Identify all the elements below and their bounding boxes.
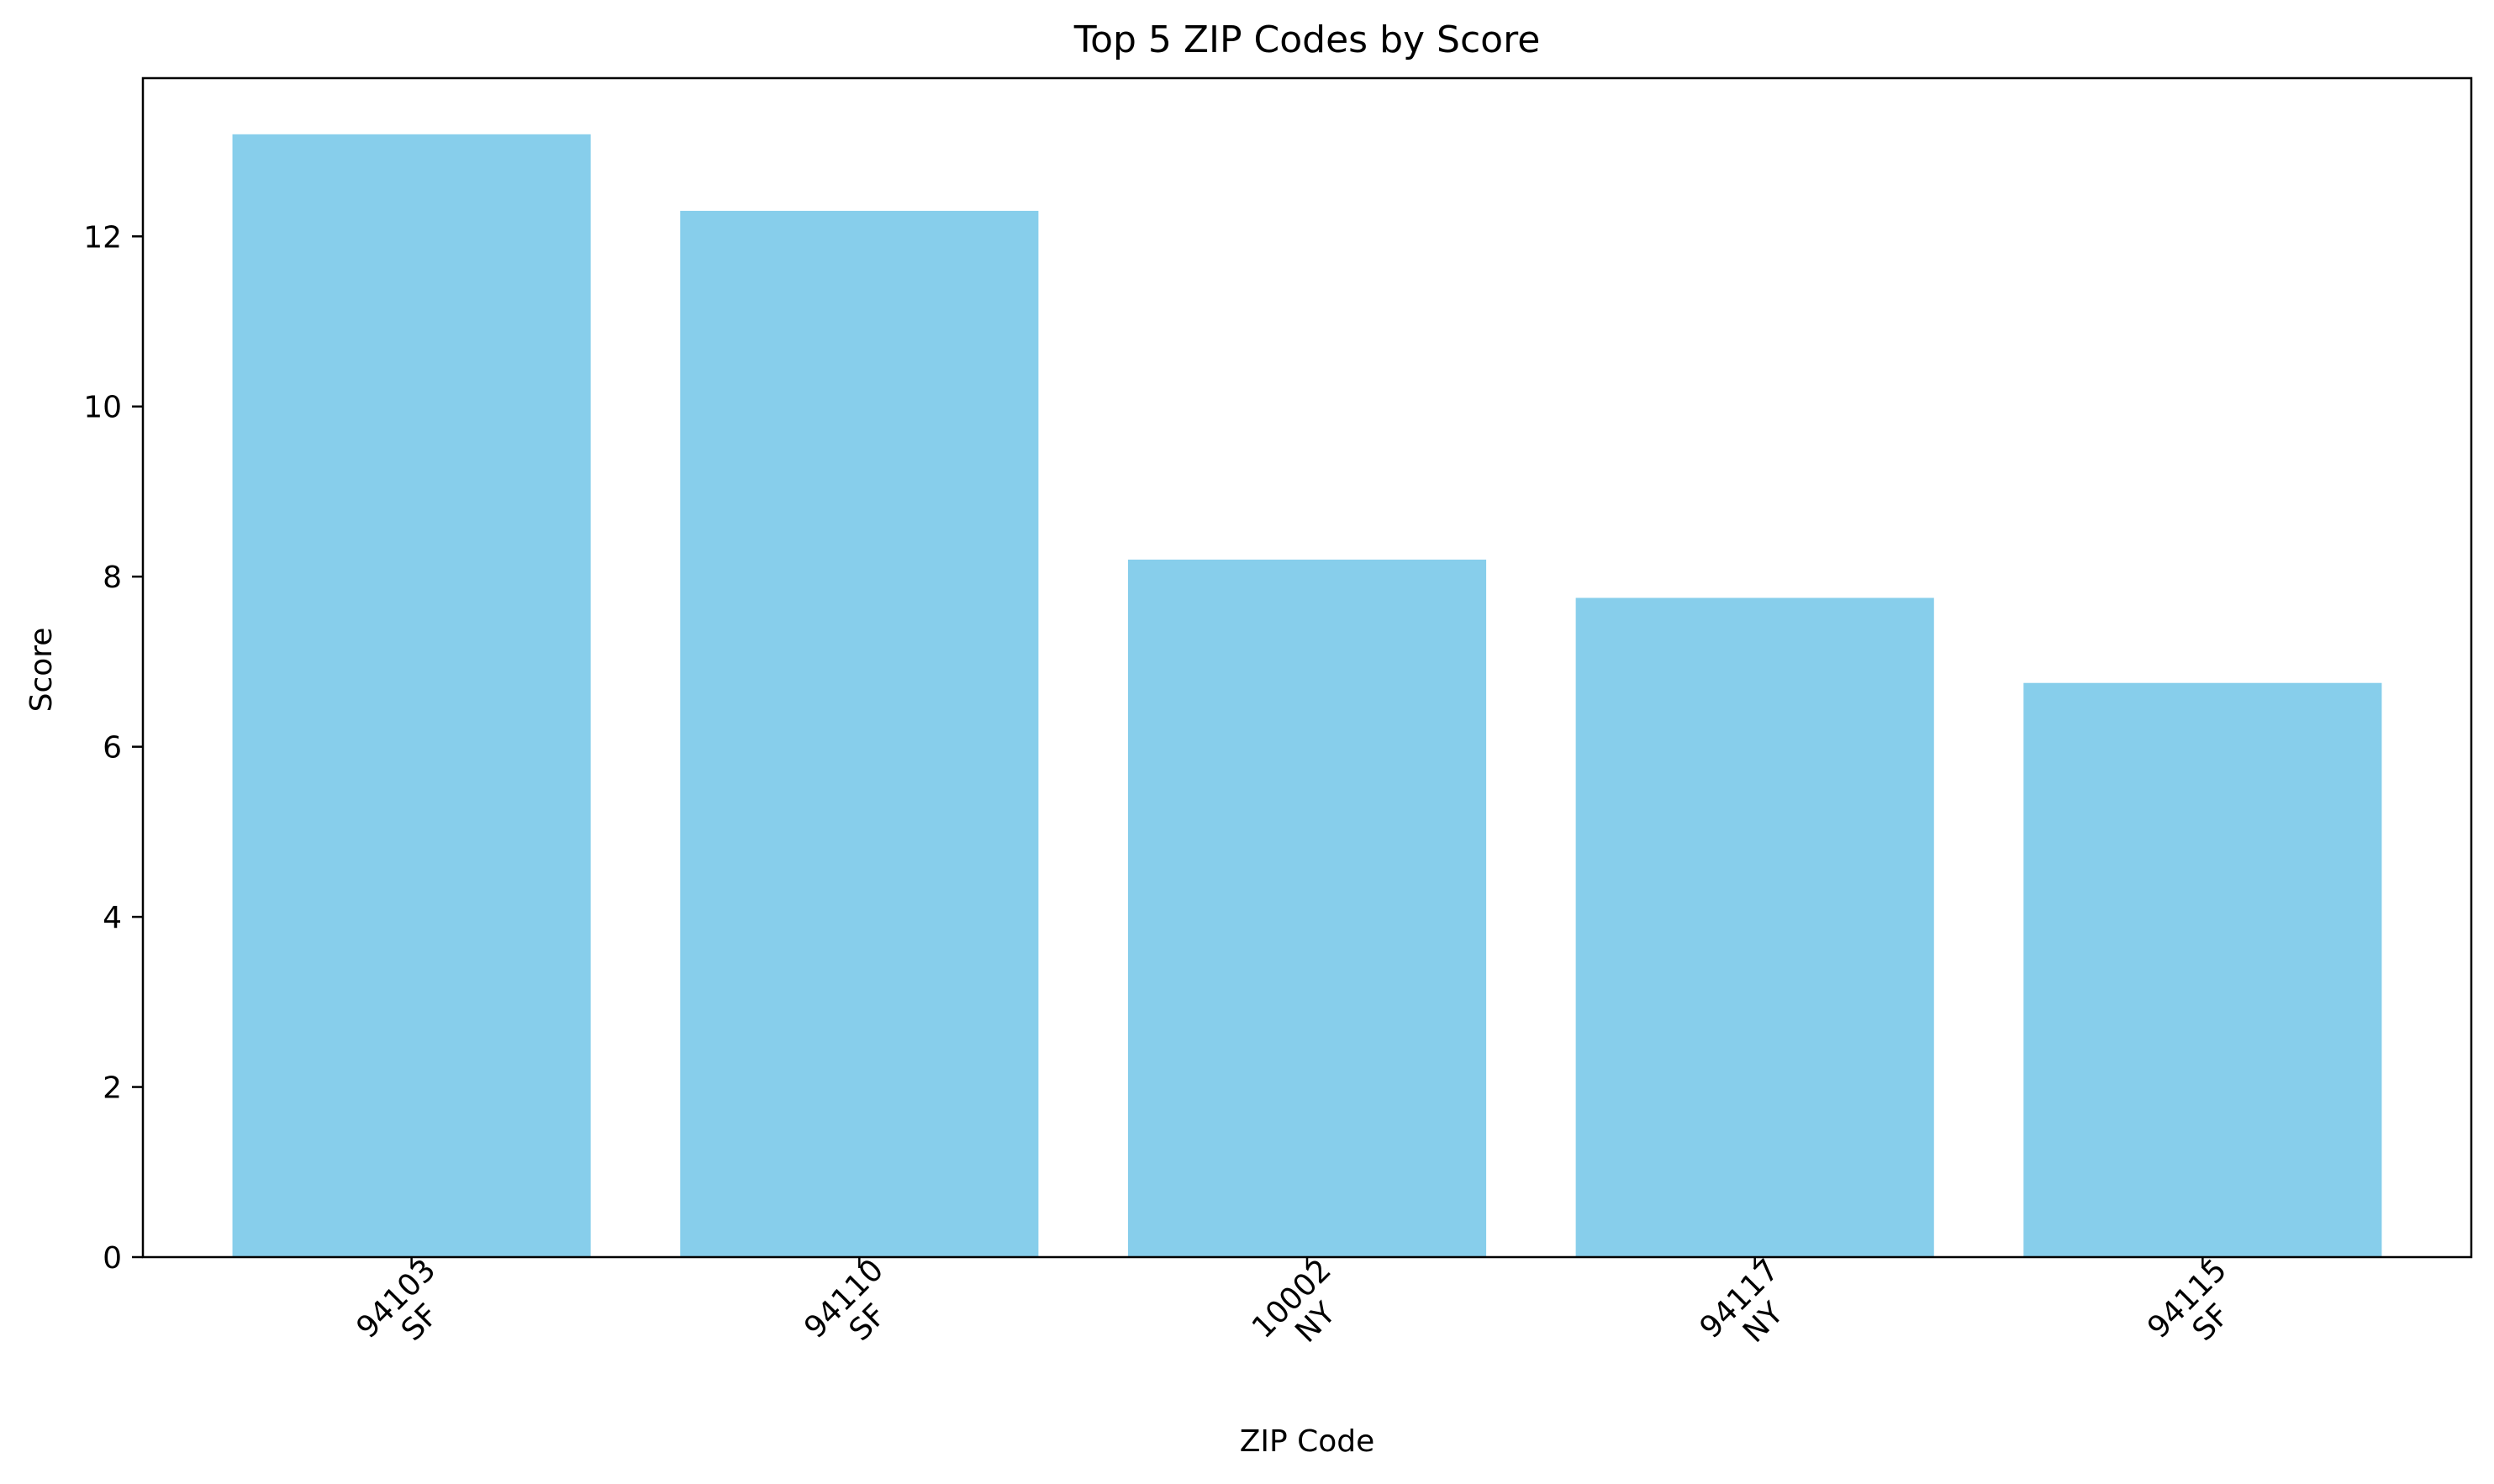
bar-94115 bbox=[2023, 682, 2382, 1257]
bar-94110 bbox=[680, 210, 1039, 1257]
bar-94103 bbox=[232, 134, 591, 1257]
y-tick-label: 10 bbox=[83, 391, 122, 425]
x-tick-label: 94117NY bbox=[1694, 1253, 1810, 1369]
bars-layer bbox=[232, 134, 2382, 1257]
y-tick-label: 4 bbox=[103, 901, 122, 935]
plot-area-frame bbox=[141, 76, 2473, 1259]
y-tick-label: 2 bbox=[103, 1071, 122, 1106]
svg-text:94110SF: 94110SF bbox=[798, 1253, 914, 1369]
y-tick-label: 0 bbox=[103, 1241, 122, 1276]
svg-text:94103SF: 94103SF bbox=[350, 1253, 466, 1369]
x-tick-label: 94115SF bbox=[2141, 1253, 2257, 1369]
bar-10002 bbox=[1127, 559, 1487, 1257]
y-tick-label: 6 bbox=[103, 731, 122, 766]
chart-title: Top 5 ZIP Codes by Score bbox=[1073, 18, 1541, 61]
x-tick-label: 94103SF bbox=[350, 1253, 466, 1369]
y-tick-label: 12 bbox=[83, 220, 122, 255]
svg-text:10002NY: 10002NY bbox=[1246, 1253, 1362, 1369]
x-axis-label: ZIP Code bbox=[1240, 1424, 1375, 1459]
bar-94117 bbox=[1575, 597, 1934, 1257]
x-tick-label: 94110SF bbox=[798, 1253, 914, 1369]
x-tick-label: 10002NY bbox=[1246, 1253, 1362, 1369]
x-axis-ticks: 94103SF 94110SF 10002NY 94117NY 94115SF bbox=[350, 1253, 2257, 1369]
svg-text:94117NY: 94117NY bbox=[1694, 1253, 1810, 1369]
y-tick-label: 8 bbox=[103, 560, 122, 595]
y-axis-ticks: 0 2 4 6 8 10 12 bbox=[83, 220, 143, 1276]
y-axis-label: Score bbox=[24, 628, 59, 713]
svg-text:94115SF: 94115SF bbox=[2141, 1253, 2257, 1369]
